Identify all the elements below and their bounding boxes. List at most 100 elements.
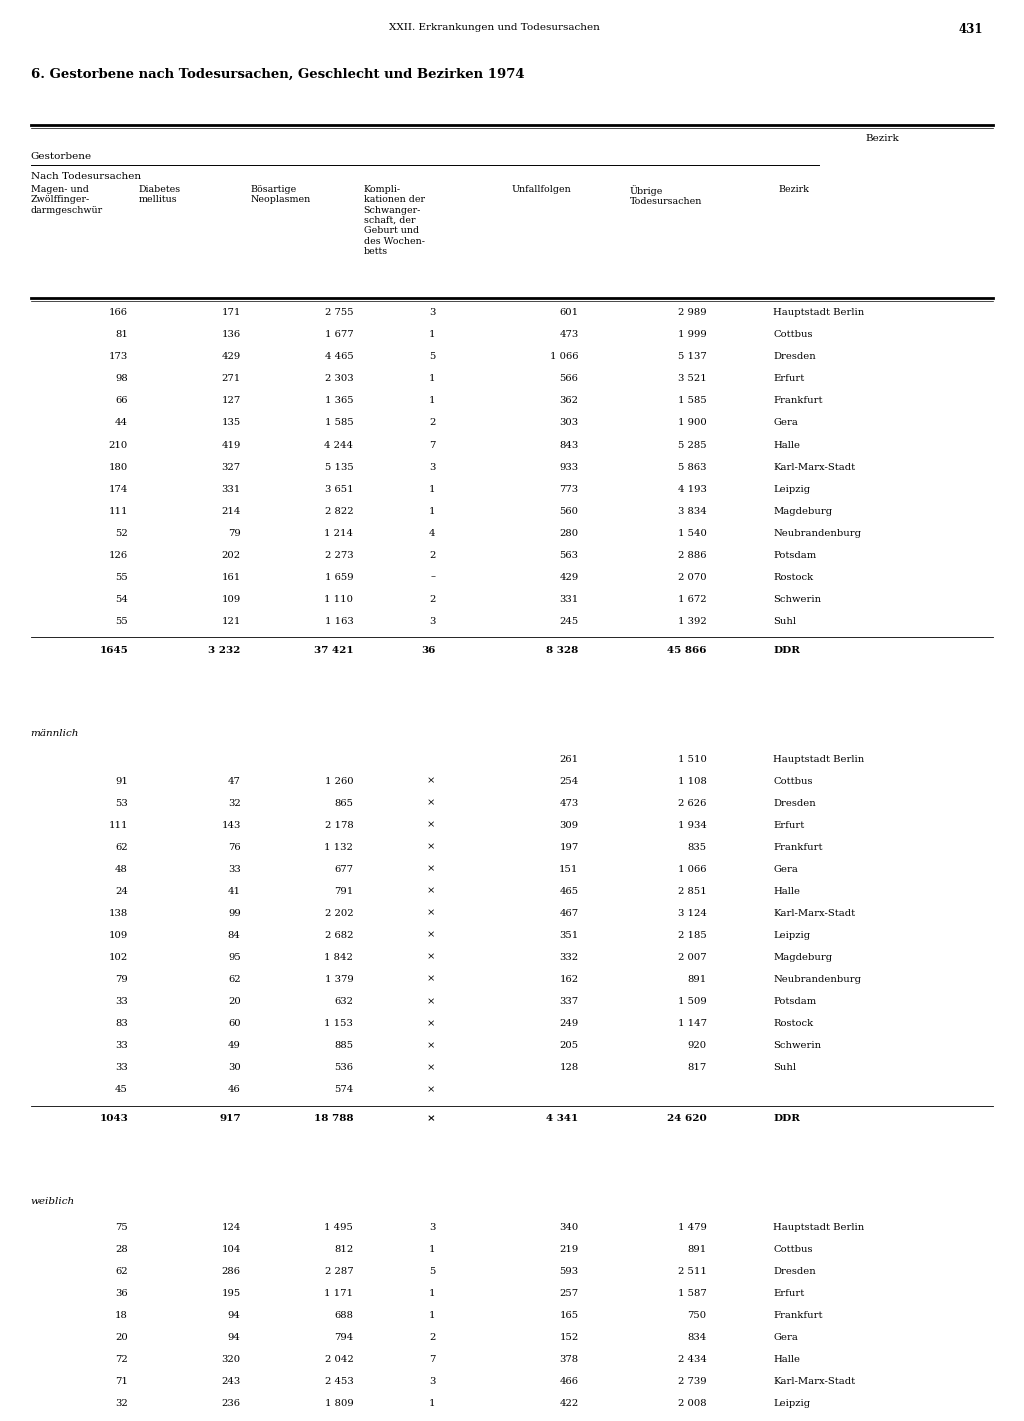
Text: 180: 180 (109, 462, 128, 472)
Text: 320: 320 (221, 1354, 241, 1364)
Text: Kompli-
kationen der
Schwanger-
schaft, der
Geburt und
des Wochen-
betts: Kompli- kationen der Schwanger- schaft, … (364, 185, 425, 256)
Text: 83: 83 (116, 1019, 128, 1027)
Text: 3 232: 3 232 (208, 645, 241, 655)
Text: 1 585: 1 585 (325, 418, 353, 428)
Text: 166: 166 (109, 308, 128, 317)
Text: 162: 162 (559, 975, 579, 983)
Text: 214: 214 (221, 506, 241, 516)
Text: 3: 3 (429, 462, 435, 472)
Text: 1 260: 1 260 (325, 776, 353, 786)
Text: 243: 243 (221, 1377, 241, 1385)
Text: 173: 173 (109, 352, 128, 361)
Text: 3 124: 3 124 (678, 908, 707, 918)
Text: 419: 419 (221, 441, 241, 449)
Text: 467: 467 (559, 908, 579, 918)
Text: 466: 466 (559, 1377, 579, 1385)
Text: Suhl: Suhl (773, 1063, 796, 1071)
Text: 5: 5 (429, 1266, 435, 1276)
Text: 677: 677 (334, 864, 353, 874)
Text: 33: 33 (228, 864, 241, 874)
Text: Dresden: Dresden (773, 1266, 816, 1276)
Text: 32: 32 (228, 799, 241, 807)
Text: 1 934: 1 934 (678, 820, 707, 830)
Text: 7: 7 (429, 1354, 435, 1364)
Text: 197: 197 (559, 843, 579, 851)
Text: 2 008: 2 008 (678, 1398, 707, 1408)
Text: Diabetes
mellitus: Diabetes mellitus (138, 185, 180, 205)
Text: 835: 835 (687, 843, 707, 851)
Text: 236: 236 (221, 1398, 241, 1408)
Text: 601: 601 (559, 308, 579, 317)
Text: 280: 280 (559, 529, 579, 537)
Text: 32: 32 (116, 1398, 128, 1408)
Text: 46: 46 (228, 1084, 241, 1094)
Text: ×: × (427, 776, 435, 786)
Text: 1043: 1043 (99, 1114, 128, 1123)
Text: Gera: Gera (773, 1333, 798, 1341)
Text: ×: × (426, 1114, 435, 1123)
Text: 2 739: 2 739 (678, 1377, 707, 1385)
Text: 36: 36 (116, 1289, 128, 1297)
Text: 2 434: 2 434 (678, 1354, 707, 1364)
Text: 1 587: 1 587 (678, 1289, 707, 1297)
Text: 33: 33 (116, 1063, 128, 1071)
Text: 473: 473 (559, 330, 579, 340)
Text: 28: 28 (116, 1245, 128, 1253)
Text: 2 070: 2 070 (678, 573, 707, 581)
Text: 45: 45 (115, 1084, 128, 1094)
Text: 1 110: 1 110 (325, 594, 353, 604)
Text: 95: 95 (228, 952, 241, 962)
Text: 174: 174 (109, 485, 128, 493)
Text: 20: 20 (116, 1333, 128, 1341)
Text: 2 287: 2 287 (325, 1266, 353, 1276)
Text: 327: 327 (221, 462, 241, 472)
Text: Magen- und
Zwölffinger-
darmgeschwür: Magen- und Zwölffinger- darmgeschwür (31, 185, 102, 215)
Text: 219: 219 (559, 1245, 579, 1253)
Text: 1645: 1645 (99, 645, 128, 655)
Text: 632: 632 (334, 996, 353, 1006)
Text: 138: 138 (109, 908, 128, 918)
Text: 48: 48 (115, 864, 128, 874)
Text: 49: 49 (227, 1040, 241, 1050)
Text: 5 135: 5 135 (325, 462, 353, 472)
Text: 1 509: 1 509 (678, 996, 707, 1006)
Text: 143: 143 (221, 820, 241, 830)
Text: 1 066: 1 066 (550, 352, 579, 361)
Text: 2 303: 2 303 (325, 374, 353, 384)
Text: Neubrandenburg: Neubrandenburg (773, 975, 861, 983)
Text: 834: 834 (687, 1333, 707, 1341)
Text: Gestorbene: Gestorbene (31, 152, 92, 161)
Text: ×: × (427, 1019, 435, 1027)
Text: 104: 104 (221, 1245, 241, 1253)
Text: 55: 55 (116, 617, 128, 625)
Text: ×: × (427, 996, 435, 1006)
Text: 249: 249 (559, 1019, 579, 1027)
Text: 94: 94 (227, 1333, 241, 1341)
Text: 161: 161 (221, 573, 241, 581)
Text: 254: 254 (559, 776, 579, 786)
Text: 5 285: 5 285 (678, 441, 707, 449)
Text: 4 465: 4 465 (325, 352, 353, 361)
Text: Nach Todesursachen: Nach Todesursachen (31, 172, 141, 180)
Text: 891: 891 (687, 975, 707, 983)
Text: 4: 4 (429, 529, 435, 537)
Text: 1 495: 1 495 (325, 1222, 353, 1232)
Text: 1 659: 1 659 (325, 573, 353, 581)
Text: 337: 337 (559, 996, 579, 1006)
Text: 791: 791 (334, 887, 353, 895)
Text: Magdeburg: Magdeburg (773, 506, 833, 516)
Text: DDR: DDR (773, 645, 800, 655)
Text: 885: 885 (334, 1040, 353, 1050)
Text: Schwerin: Schwerin (773, 594, 821, 604)
Text: 24 620: 24 620 (667, 1114, 707, 1123)
Text: 76: 76 (228, 843, 241, 851)
Text: ×: × (427, 1063, 435, 1071)
Text: ×: × (427, 952, 435, 962)
Text: 933: 933 (559, 462, 579, 472)
Text: Unfallfolgen: Unfallfolgen (512, 185, 571, 193)
Text: 2 989: 2 989 (678, 308, 707, 317)
Text: 429: 429 (559, 573, 579, 581)
Text: 3 651: 3 651 (325, 485, 353, 493)
Text: 128: 128 (559, 1063, 579, 1071)
Text: Rostock: Rostock (773, 1019, 813, 1027)
